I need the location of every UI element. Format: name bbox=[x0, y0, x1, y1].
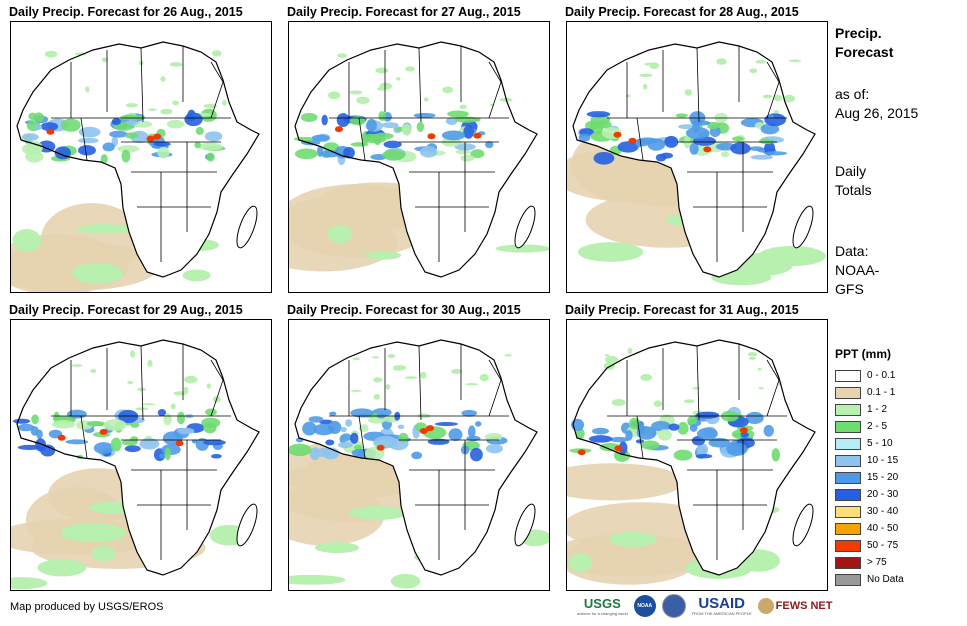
legend-swatch bbox=[835, 539, 861, 552]
legend-swatch bbox=[835, 488, 861, 501]
forecast-title: Precip. Forecast bbox=[835, 24, 893, 62]
map-panel-6: Daily Precip. Forecast for 31 Aug., 2015 bbox=[565, 302, 828, 591]
fewsnet-logo-text: FEWS NET bbox=[775, 600, 833, 612]
legend-label: 0.1 - 1 bbox=[867, 387, 896, 398]
legend-label: 10 - 15 bbox=[867, 455, 899, 466]
legend-label: 2 - 5 bbox=[867, 421, 888, 432]
legend-swatch bbox=[835, 454, 861, 467]
africa-map-svg bbox=[11, 339, 260, 590]
legend-title: PPT (mm) bbox=[835, 347, 892, 361]
map-panel-4: Daily Precip. Forecast for 29 Aug., 2015 bbox=[9, 302, 272, 591]
asof-label: as of: bbox=[835, 86, 870, 102]
precip-map bbox=[10, 319, 272, 591]
fewsnet-logo: FEWS NET bbox=[757, 598, 833, 614]
totals-line: Daily bbox=[835, 163, 867, 179]
africa-map-svg bbox=[289, 41, 549, 278]
legend-item: 50 - 75 bbox=[835, 537, 904, 554]
data-source: Data: NOAA- GFS bbox=[835, 242, 879, 299]
precip-map bbox=[566, 21, 828, 293]
data-line: NOAA- bbox=[835, 262, 880, 278]
legend-label: 5 - 10 bbox=[867, 438, 893, 449]
africa-map-svg bbox=[289, 339, 549, 589]
legend-item: 40 - 50 bbox=[835, 520, 904, 537]
totals-label: Daily Totals bbox=[835, 162, 872, 200]
legend-label: No Data bbox=[867, 574, 904, 585]
asof-value: Aug 26, 2015 bbox=[835, 105, 919, 121]
legend-swatch bbox=[835, 369, 861, 382]
data-line: GFS bbox=[835, 281, 864, 297]
legend-item: No Data bbox=[835, 571, 904, 588]
legend-item: 5 - 10 bbox=[835, 435, 904, 452]
ppt-legend: PPT (mm) 0 - 0.1 0.1 - 1 1 - 2 2 - 5 5 - 10 1… bbox=[835, 347, 904, 588]
legend-swatch bbox=[835, 505, 861, 518]
legend-label: 1 - 2 bbox=[867, 404, 888, 415]
legend-label: 40 - 50 bbox=[867, 523, 899, 534]
legend-item: 0.1 - 1 bbox=[835, 384, 904, 401]
usaid-tagline: FROM THE AMERICAN PEOPLE bbox=[691, 610, 752, 616]
legend-item: 30 - 40 bbox=[835, 503, 904, 520]
panel-title: Daily Precip. Forecast for 31 Aug., 2015 bbox=[565, 303, 799, 317]
legend-label: > 75 bbox=[867, 557, 887, 568]
africa-map-svg bbox=[11, 41, 260, 292]
precip-map bbox=[10, 21, 272, 293]
precip-map bbox=[566, 319, 828, 591]
legend-swatch bbox=[835, 573, 861, 586]
legend-label: 15 - 20 bbox=[867, 472, 899, 483]
legend-item: 15 - 20 bbox=[835, 469, 904, 486]
as-of-date: as of: Aug 26, 2015 bbox=[835, 85, 918, 123]
title-line: Precip. bbox=[835, 25, 882, 41]
legend-item: 20 - 30 bbox=[835, 486, 904, 503]
map-panel-2: Daily Precip. Forecast for 27 Aug., 2015 bbox=[287, 4, 550, 293]
legend-swatch bbox=[835, 471, 861, 484]
usgs-logo: USGS science for a changing world bbox=[577, 595, 628, 616]
map-panel-3: Daily Precip. Forecast for 28 Aug., 2015 bbox=[565, 4, 828, 293]
data-line: Data: bbox=[835, 243, 869, 259]
legend-item: 0 - 0.1 bbox=[835, 367, 904, 384]
agency-logos: USGS science for a changing world NOAA U… bbox=[577, 594, 832, 618]
legend-label: 20 - 30 bbox=[867, 489, 899, 500]
legend-label: 0 - 0.1 bbox=[867, 370, 896, 381]
africa-map-svg bbox=[567, 339, 816, 585]
map-panel-1: Daily Precip. Forecast for 26 Aug., 2015 bbox=[9, 4, 272, 293]
precip-map bbox=[288, 21, 550, 293]
title-line: Forecast bbox=[835, 44, 894, 60]
legend-item: 10 - 15 bbox=[835, 452, 904, 469]
usgs-tagline: science for a changing world bbox=[577, 610, 628, 616]
panel-title: Daily Precip. Forecast for 26 Aug., 2015 bbox=[9, 5, 243, 19]
africa-map-svg bbox=[567, 41, 826, 286]
map-panel-5: Daily Precip. Forecast for 30 Aug., 2015 bbox=[287, 302, 550, 591]
legend-swatch bbox=[835, 437, 861, 450]
fewsnet-icon bbox=[757, 598, 774, 614]
panel-title: Daily Precip. Forecast for 28 Aug., 2015 bbox=[565, 5, 799, 19]
usaid-seal-icon bbox=[661, 594, 686, 618]
legend-swatch bbox=[835, 386, 861, 399]
legend-label: 30 - 40 bbox=[867, 506, 899, 517]
panel-title: Daily Precip. Forecast for 30 Aug., 2015 bbox=[287, 303, 521, 317]
usgs-logo-text: USGS bbox=[583, 595, 621, 611]
panel-title: Daily Precip. Forecast for 27 Aug., 2015 bbox=[287, 5, 521, 19]
legend-item: 2 - 5 bbox=[835, 418, 904, 435]
legend-swatch bbox=[835, 522, 861, 535]
legend-swatch bbox=[835, 556, 861, 569]
noaa-logo: NOAA bbox=[633, 595, 656, 617]
panel-title: Daily Precip. Forecast for 29 Aug., 2015 bbox=[9, 303, 243, 317]
legend-swatch bbox=[835, 403, 861, 416]
legend-item: 1 - 2 bbox=[835, 401, 904, 418]
precip-map bbox=[288, 319, 550, 591]
legend-item: > 75 bbox=[835, 554, 904, 571]
credit-text: Map produced by USGS/EROS bbox=[10, 601, 164, 613]
legend-label: 50 - 75 bbox=[867, 540, 899, 551]
totals-line: Totals bbox=[835, 182, 872, 198]
legend-swatch bbox=[835, 420, 861, 433]
usaid-logo: USAID FROM THE AMERICAN PEOPLE bbox=[691, 594, 752, 616]
usaid-logo-text: USAID bbox=[698, 594, 745, 612]
